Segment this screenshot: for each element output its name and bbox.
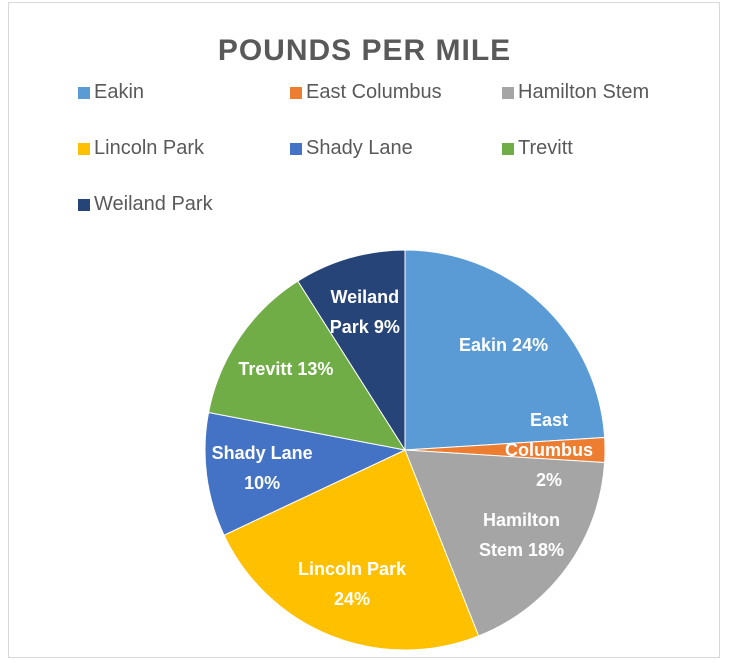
data-label: Shady Lane 10% xyxy=(211,443,313,494)
legend-label: Shady Lane xyxy=(306,137,413,159)
legend-label: Weiland Park xyxy=(94,193,213,215)
legend-swatch xyxy=(290,143,302,155)
pie-slice xyxy=(204,411,407,536)
data-label: Weiland Park 9% xyxy=(329,286,400,337)
pie-slice xyxy=(223,449,480,651)
legend-swatch xyxy=(290,87,302,99)
chart-title: POUNDS PER MILE xyxy=(217,34,512,67)
legend-swatch xyxy=(78,143,90,155)
legend-label: East Columbus xyxy=(306,81,442,103)
legend-swatch xyxy=(502,143,514,155)
legend-label: Lincoln Park xyxy=(94,137,205,159)
data-label: Trevitt 13% xyxy=(238,359,334,380)
data-label: Eakin 24% xyxy=(459,335,549,356)
data-label: Lincoln Park 24% xyxy=(297,558,406,609)
pie-slice xyxy=(404,449,606,637)
chart-frame xyxy=(8,2,720,658)
legend-label: Hamilton Stem xyxy=(518,81,650,103)
data-label: East Columbus 2% xyxy=(505,410,593,490)
pie-slice xyxy=(297,249,406,452)
legend-swatch xyxy=(78,87,90,99)
pie-slice xyxy=(207,280,407,451)
legend-swatch xyxy=(502,87,514,99)
legend-label: Eakin xyxy=(94,81,145,103)
legend-swatch xyxy=(78,199,90,211)
pie-slice xyxy=(404,249,606,451)
data-label: Hamilton Stem 18% xyxy=(478,509,564,560)
legend-label: Trevitt xyxy=(518,137,573,159)
